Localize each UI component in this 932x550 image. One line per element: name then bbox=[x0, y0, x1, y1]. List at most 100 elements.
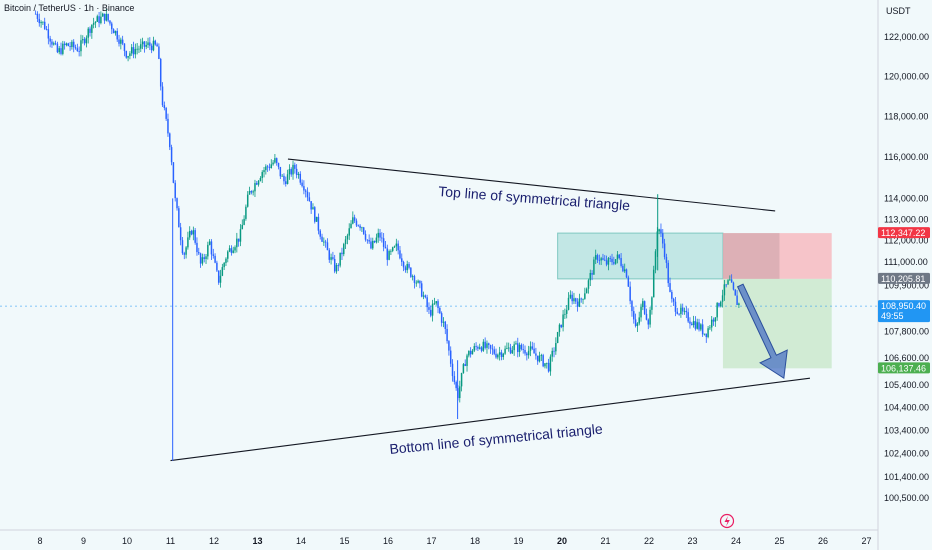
candle-body bbox=[696, 322, 698, 329]
candle-body bbox=[274, 158, 276, 163]
price-tick-label: 113,000.00 bbox=[884, 214, 928, 224]
candle-body bbox=[304, 190, 307, 192]
candle-body bbox=[210, 241, 213, 255]
time-tick-label: 19 bbox=[513, 536, 523, 546]
position-zones bbox=[0, 232, 878, 369]
candle-body bbox=[158, 46, 160, 59]
candle-body bbox=[353, 217, 356, 221]
candle-body bbox=[546, 362, 548, 364]
time-tick-label: 10 bbox=[122, 536, 132, 546]
candle-body bbox=[660, 229, 662, 234]
candle-body bbox=[58, 48, 60, 53]
candle-body bbox=[143, 41, 146, 47]
candle-body bbox=[582, 298, 584, 300]
overlays bbox=[719, 283, 788, 529]
candle-body bbox=[547, 362, 550, 372]
candle-body bbox=[555, 343, 557, 352]
time-axis[interactable]: 8 9 10 11 12 13 14 15 16 17 18 19 20 21 22 23 24 25 26 27 bbox=[0, 529, 878, 546]
candle-body bbox=[254, 183, 256, 192]
candle-body bbox=[34, 13, 37, 15]
candle-body bbox=[201, 257, 204, 264]
candle-body bbox=[261, 172, 263, 179]
candle-body bbox=[393, 246, 396, 248]
candle-body bbox=[399, 250, 401, 259]
candle-body bbox=[419, 280, 421, 284]
candle-body bbox=[341, 252, 343, 255]
candle-body bbox=[600, 258, 602, 261]
candle-body bbox=[69, 46, 71, 48]
candle-body bbox=[390, 250, 392, 252]
candle-body bbox=[377, 232, 379, 238]
stop-price-badge-text: 112,347.22 bbox=[881, 228, 925, 238]
candle-body bbox=[493, 349, 495, 354]
candle-body bbox=[500, 352, 503, 357]
candle-body bbox=[736, 295, 738, 305]
candle-body bbox=[410, 267, 412, 277]
candle-body bbox=[672, 298, 675, 302]
candle-body bbox=[292, 164, 294, 175]
candle-body bbox=[413, 276, 416, 283]
candle-body bbox=[536, 355, 539, 362]
candle-body bbox=[355, 220, 358, 226]
candle-body bbox=[116, 30, 118, 40]
candle-body bbox=[482, 341, 485, 351]
candle-body bbox=[506, 348, 508, 349]
candle-body bbox=[703, 333, 706, 335]
candle-body bbox=[725, 284, 727, 286]
candle-body bbox=[187, 237, 189, 248]
candle-body bbox=[185, 247, 187, 255]
candle-body bbox=[315, 216, 318, 222]
candle-body bbox=[573, 298, 575, 302]
price-tick-label: 120,000.00 bbox=[884, 71, 929, 81]
candle-body bbox=[241, 224, 244, 230]
down-arrow bbox=[736, 283, 788, 380]
candle-body bbox=[551, 350, 553, 357]
candle-body bbox=[622, 265, 624, 272]
candle-body bbox=[565, 309, 568, 314]
candle-body bbox=[170, 147, 173, 163]
candle-body bbox=[275, 158, 278, 163]
candle-body bbox=[629, 286, 631, 302]
candle-body bbox=[509, 347, 512, 354]
candle-body bbox=[277, 162, 280, 167]
time-tick-label: 16 bbox=[383, 536, 393, 546]
candle-body bbox=[283, 175, 285, 182]
price-tick-label: 102,400.00 bbox=[884, 449, 929, 459]
candle-body bbox=[140, 44, 142, 49]
candle-body bbox=[471, 350, 474, 355]
candle-body bbox=[265, 166, 267, 171]
candle-body bbox=[473, 346, 476, 351]
candle-body bbox=[533, 348, 535, 354]
candle-body bbox=[382, 238, 385, 247]
symbol-title: Bitcoin / TetherUS · 1h · Binance bbox=[4, 3, 135, 13]
time-tick-label: 14 bbox=[296, 536, 306, 546]
candle-body bbox=[732, 282, 735, 290]
candle-body bbox=[83, 39, 86, 44]
candle-body bbox=[310, 201, 312, 210]
candle-body bbox=[63, 43, 66, 46]
candle-body bbox=[105, 13, 108, 21]
currency-label[interactable]: USDT bbox=[886, 6, 911, 16]
candle-body bbox=[67, 43, 70, 47]
candle-body bbox=[357, 225, 360, 227]
candle-body bbox=[372, 240, 374, 249]
candle-body bbox=[618, 254, 621, 258]
candle-body bbox=[647, 319, 650, 325]
candle-body bbox=[159, 58, 162, 87]
candle-body bbox=[567, 297, 570, 310]
candle-body bbox=[404, 267, 407, 271]
candle-body bbox=[560, 324, 563, 328]
candle-body bbox=[712, 319, 715, 322]
price-tick-label: 112,000.00 bbox=[884, 235, 928, 245]
candle-body bbox=[522, 349, 524, 350]
candle-body bbox=[507, 347, 510, 349]
candle-body bbox=[638, 317, 640, 324]
candle-body bbox=[705, 333, 708, 338]
candle-body bbox=[674, 301, 677, 312]
candle-body bbox=[190, 231, 193, 235]
candle-body bbox=[605, 260, 608, 265]
candle-body bbox=[257, 180, 260, 185]
